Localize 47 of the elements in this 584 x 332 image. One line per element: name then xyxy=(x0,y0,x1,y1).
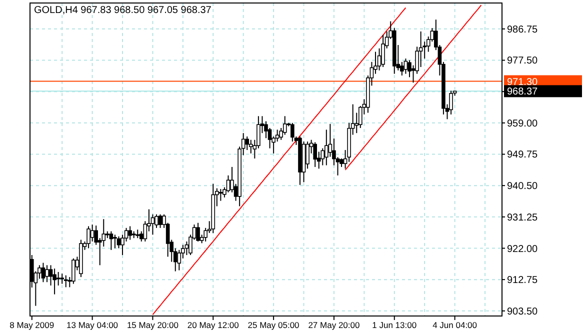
candlestick xyxy=(306,141,310,170)
candlestick xyxy=(72,258,76,284)
candlestick xyxy=(404,58,408,74)
ref-line-label: 968.37 xyxy=(507,86,538,98)
candlestick xyxy=(90,224,94,242)
candlestick xyxy=(113,234,117,249)
candlestick xyxy=(86,226,90,249)
y-tick-label: 949.75 xyxy=(507,150,538,161)
y-tick-label: 903.50 xyxy=(507,306,538,318)
x-tick-label: 1 Jun 13:00 xyxy=(372,320,417,330)
candlestick xyxy=(128,226,132,240)
candlestick xyxy=(177,249,182,271)
candlestick xyxy=(41,262,46,283)
y-tick-label: 922.00 xyxy=(507,244,538,255)
candlestick xyxy=(313,142,317,168)
x-tick-label: 8 May 2009 xyxy=(10,320,54,330)
candlestick xyxy=(290,122,294,142)
y-tick-label: 977.50 xyxy=(507,56,538,67)
x-tick-label: 27 May 20:00 xyxy=(308,320,360,330)
candlestick xyxy=(116,236,121,249)
candlestick xyxy=(449,90,453,115)
y-tick-label: 931.25 xyxy=(507,212,538,224)
candlestick xyxy=(109,230,114,250)
candlestick xyxy=(150,214,155,236)
candlestick xyxy=(184,240,189,256)
line-series xyxy=(344,4,482,170)
x-tick-label: 20 May 12:00 xyxy=(187,320,240,330)
chart-title: GOLD,H4 967.83 968.50 967.05 968.37 xyxy=(34,5,212,16)
y-tick-label: 986.75 xyxy=(507,24,538,36)
ref-line-label: 971.30 xyxy=(507,76,538,88)
y-tick-label: 940.50 xyxy=(507,181,538,192)
x-tick-label: 13 May 04:00 xyxy=(66,320,118,330)
x-tick-label: 25 May 05:00 xyxy=(248,320,300,330)
candlestick xyxy=(56,271,60,286)
candlestick xyxy=(245,136,250,151)
candlestick xyxy=(158,214,162,228)
candlestick xyxy=(60,273,64,284)
candlestick xyxy=(381,34,385,68)
candlestick xyxy=(196,222,200,242)
y-tick-label: 912.75 xyxy=(507,275,538,286)
y-tick-label: 959.00 xyxy=(507,118,538,130)
x-tick-label: 15 May 20:00 xyxy=(126,320,179,330)
candlestick xyxy=(52,268,56,295)
candlestick xyxy=(64,274,68,288)
candlestick xyxy=(218,188,223,202)
x-tick-label: 4 Jun 04:00 xyxy=(432,320,478,330)
candlestick xyxy=(45,264,49,283)
